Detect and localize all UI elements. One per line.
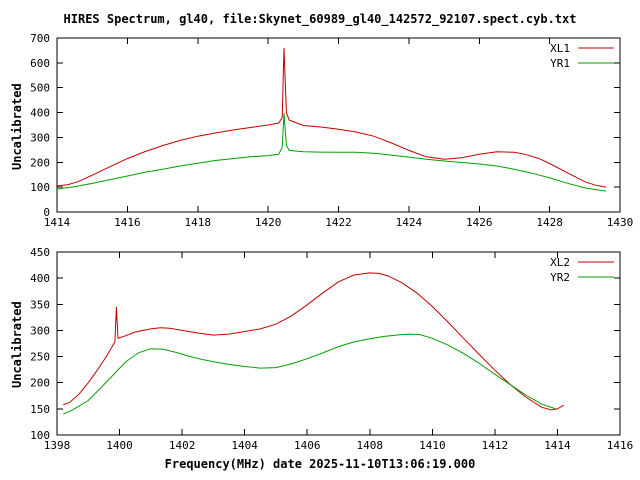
x-tick-label: 1414 [44,216,71,229]
plot-border [56,37,621,213]
legend-label-yr1: YR1 [550,57,570,70]
legend-label-xl2: XL2 [550,256,570,269]
y-tick-label: 100 [30,429,50,442]
x-tick-label: 1404 [231,439,258,452]
x-tick-label: 1412 [482,439,509,452]
y-tick-label: 100 [30,181,50,194]
x-tick-label: 1416 [607,439,634,452]
x-tick-label: 1416 [114,216,141,229]
legend-label-xl1: XL1 [550,42,570,55]
x-tick-label: 1402 [169,439,196,452]
series-line-yr2 [63,333,558,415]
x-tick-label: 1428 [536,216,563,229]
x-tick-label: 1400 [106,439,133,452]
x-tick-label: 1406 [294,439,321,452]
x-tick-label: 1408 [357,439,384,452]
x-axis-label: Frequency(MHz) date 2025-11-10T13:06:19.… [164,457,476,471]
y-tick-label: 700 [30,32,50,45]
y-tick-label: 0 [43,206,50,219]
x-tick-label: 1430 [607,216,634,229]
legend-label-yr2: YR2 [550,271,570,284]
y-tick-label: 450 [30,246,50,259]
chart-title: HIRES Spectrum, gl40, file:Skynet_60989_… [63,12,577,26]
y-tick-label: 300 [30,131,50,144]
series-line-yr1 [56,113,606,192]
y-tick-label: 300 [30,324,50,337]
x-tick-label: 1426 [466,216,493,229]
spectrum-chart-bottom: 1398 1400 1402 1404 1406 1408 1410 1412 1414 1416… [30,246,634,452]
x-tick-label: 1420 [255,216,282,229]
y-tick-label: 200 [30,156,50,169]
y-tick-label: 200 [30,377,50,390]
y-tick-label: 400 [30,107,50,120]
x-tick-label: 1418 [185,216,212,229]
y-tick-label: 600 [30,57,50,70]
plot-border [56,251,621,436]
y-tick-label: 400 [30,272,50,285]
y-tick-label: 150 [30,403,50,416]
y-tick-label: 250 [30,351,50,364]
series-line-xl1 [56,47,606,188]
x-tick-label: 1424 [396,216,423,229]
x-tick-label: 1414 [544,439,571,452]
x-tick-label: 1410 [419,439,446,452]
x-tick-label: 1398 [44,439,71,452]
series-line-xl2 [63,272,564,411]
y-tick-label: 350 [30,298,50,311]
x-tick-label: 1422 [325,216,352,229]
y-tick-label: 500 [30,82,50,95]
spectrum-chart-top: 1414 1416 1418 1420 1422 1424 1426 1428 1430 0 100… [30,32,634,229]
